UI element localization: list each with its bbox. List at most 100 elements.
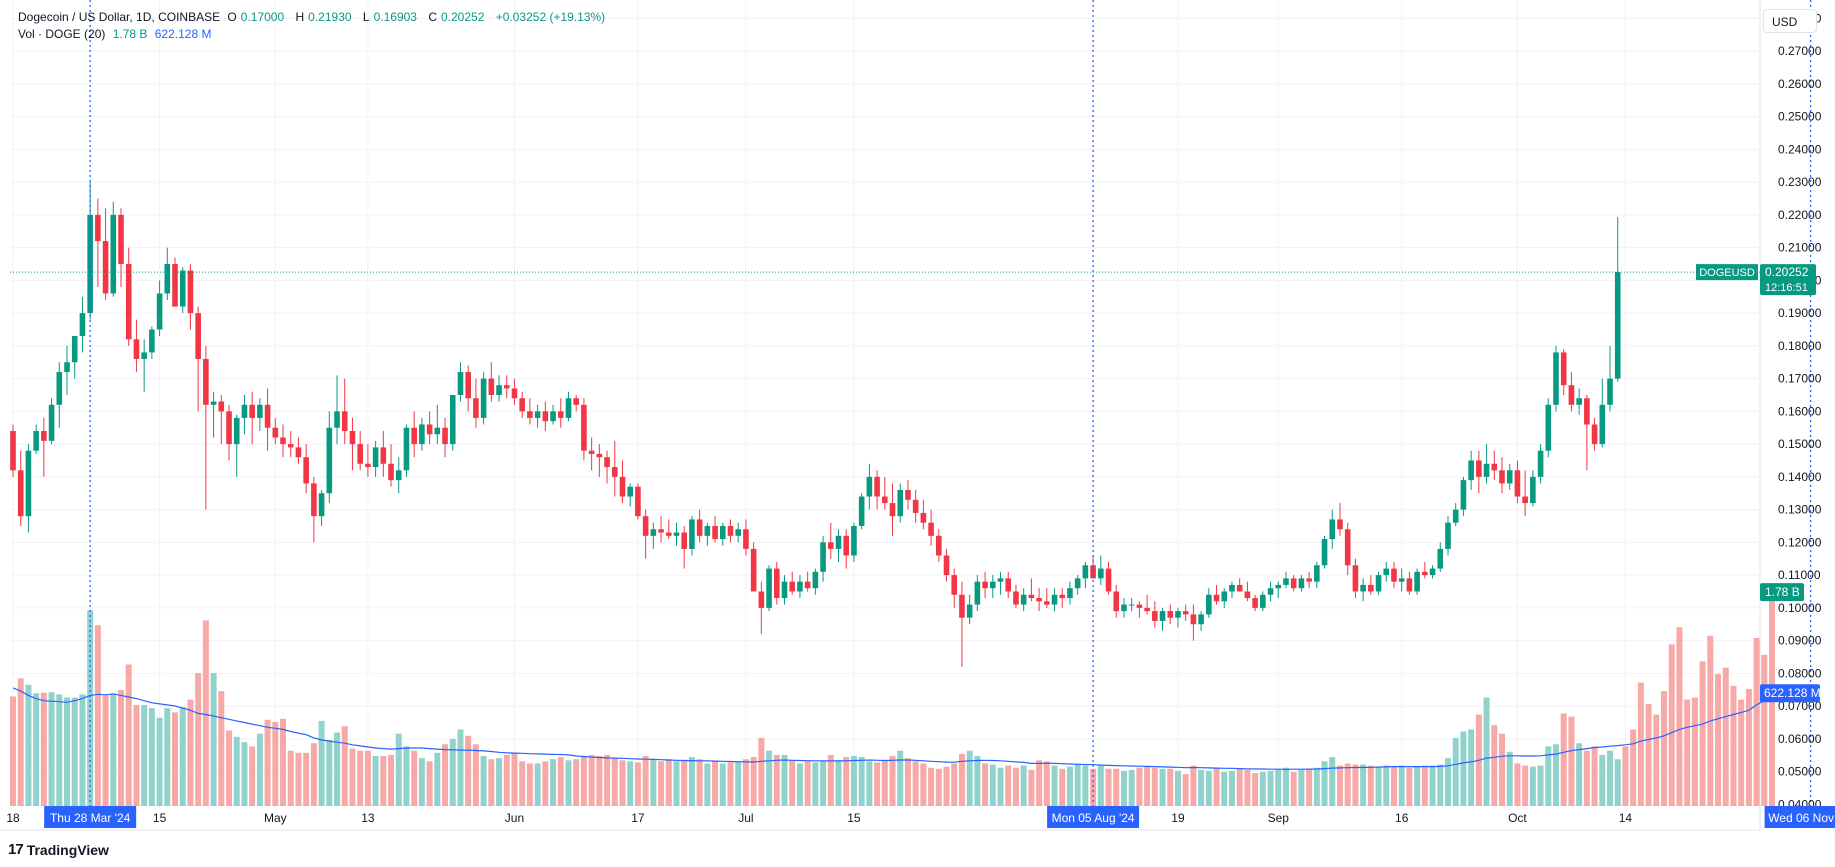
candle-body [1614, 272, 1621, 379]
candle-body [41, 431, 47, 441]
candle-body [1267, 588, 1274, 595]
volume-bar [935, 768, 942, 806]
volume-bar [48, 692, 55, 806]
candle-body [1013, 591, 1019, 605]
volume-bar [696, 759, 703, 806]
volume-bar [796, 763, 803, 806]
volume-bar [1730, 685, 1737, 806]
candle-body [64, 362, 70, 373]
candle-body [1113, 591, 1120, 612]
low-value: L 0.16903 [362, 10, 417, 24]
candle-body [349, 431, 356, 445]
volume-tag-box [1760, 583, 1804, 602]
volume-bar [1151, 767, 1158, 806]
candle-body [966, 604, 973, 618]
volume-bar [125, 664, 132, 806]
candle-body [164, 263, 171, 294]
volume-bar [1182, 774, 1189, 806]
volume-bar [943, 766, 950, 806]
price-axis-label: 0.05000 [1778, 765, 1822, 779]
price-axis-label: 0.23000 [1778, 175, 1822, 189]
volume-bar [874, 762, 881, 806]
candle-body [434, 427, 441, 435]
volume-bar [1498, 733, 1505, 806]
candle-body [488, 378, 495, 395]
volume-bar [187, 699, 194, 806]
volume-bar [1136, 767, 1143, 806]
time-axis-label: 13 [361, 811, 375, 825]
candle-body [681, 532, 688, 549]
volume-bar [858, 757, 865, 806]
candle-body [889, 503, 896, 517]
volume-ma-value: 622.128 M [154, 27, 212, 41]
candle-body [457, 372, 464, 395]
tradingview-logo-icon: 17 [8, 841, 24, 858]
candle-body [1260, 594, 1266, 608]
candle-body [1159, 611, 1166, 621]
candle-body [10, 431, 16, 471]
candle-body [1560, 352, 1567, 386]
candle-body [17, 470, 24, 517]
candle-body [1206, 594, 1212, 615]
candle-body [1584, 398, 1590, 425]
volume-bar [488, 759, 495, 806]
candle-body [1391, 568, 1397, 582]
volume-bar [835, 760, 842, 806]
volume-bar [1167, 768, 1174, 806]
price-axis-label: 0.08000 [1778, 666, 1822, 680]
candle-body [233, 417, 240, 445]
volume-bar [10, 696, 16, 806]
volume-bar [1668, 644, 1675, 806]
price-axis-label: 0.26000 [1778, 77, 1822, 91]
candle-body [519, 398, 525, 412]
candle-body [881, 496, 888, 504]
volume-bar [372, 756, 379, 806]
volume-bar [1452, 737, 1459, 806]
volume-bar [295, 752, 302, 806]
volume-bar [334, 732, 341, 806]
volume-bar [40, 692, 47, 806]
volume-bar [1753, 637, 1760, 806]
candle-body [712, 525, 718, 540]
volume-bar [804, 761, 811, 806]
price-axis-label: 0.10000 [1778, 601, 1822, 615]
currency-button[interactable]: USD [1763, 9, 1817, 33]
countdown-label: 12:16:51 [1765, 282, 1808, 294]
volume-bar [1321, 761, 1328, 806]
volume-bar [496, 758, 503, 806]
volume-bar [1005, 765, 1012, 806]
volume-bar [1383, 765, 1390, 806]
volume-title[interactable]: Vol · DOGE (20) [18, 27, 106, 41]
price-axis-label: 0.06000 [1778, 732, 1822, 746]
candle-body [758, 591, 765, 608]
volume-bar [526, 763, 533, 806]
candle-body [218, 401, 225, 412]
candle-body [797, 581, 803, 592]
volume-bar [511, 752, 518, 806]
volume-bar [1012, 767, 1019, 806]
volume-bar [1113, 768, 1120, 806]
candle-body [1383, 568, 1390, 576]
volume-bar [480, 756, 487, 806]
volume-bar [133, 704, 140, 806]
volume-bar [1190, 765, 1197, 806]
time-axis-label: 19 [1171, 811, 1185, 825]
symbol-title[interactable]: Dogecoin / US Dollar, 1D, COINBASE [18, 10, 221, 24]
crosshair-date-label: Thu 28 Mar '24 [50, 811, 131, 825]
volume-bar [1653, 714, 1660, 806]
candle-body [249, 404, 255, 418]
tradingview-logo[interactable]: 17 TradingView [8, 841, 109, 858]
volume-value: 1.78 B [112, 27, 148, 41]
volume-bar [87, 610, 94, 806]
candle-body [866, 476, 873, 497]
candle-body [550, 411, 556, 422]
price-axis-label: 0.14000 [1778, 470, 1822, 484]
price-axis-label: 0.07000 [1778, 699, 1822, 713]
volume-bar [1198, 769, 1205, 806]
volume-bar [928, 767, 935, 806]
candle-body [766, 568, 772, 608]
volume-bar [1144, 766, 1151, 806]
candle-body [804, 581, 811, 589]
volume-bar [71, 697, 78, 806]
